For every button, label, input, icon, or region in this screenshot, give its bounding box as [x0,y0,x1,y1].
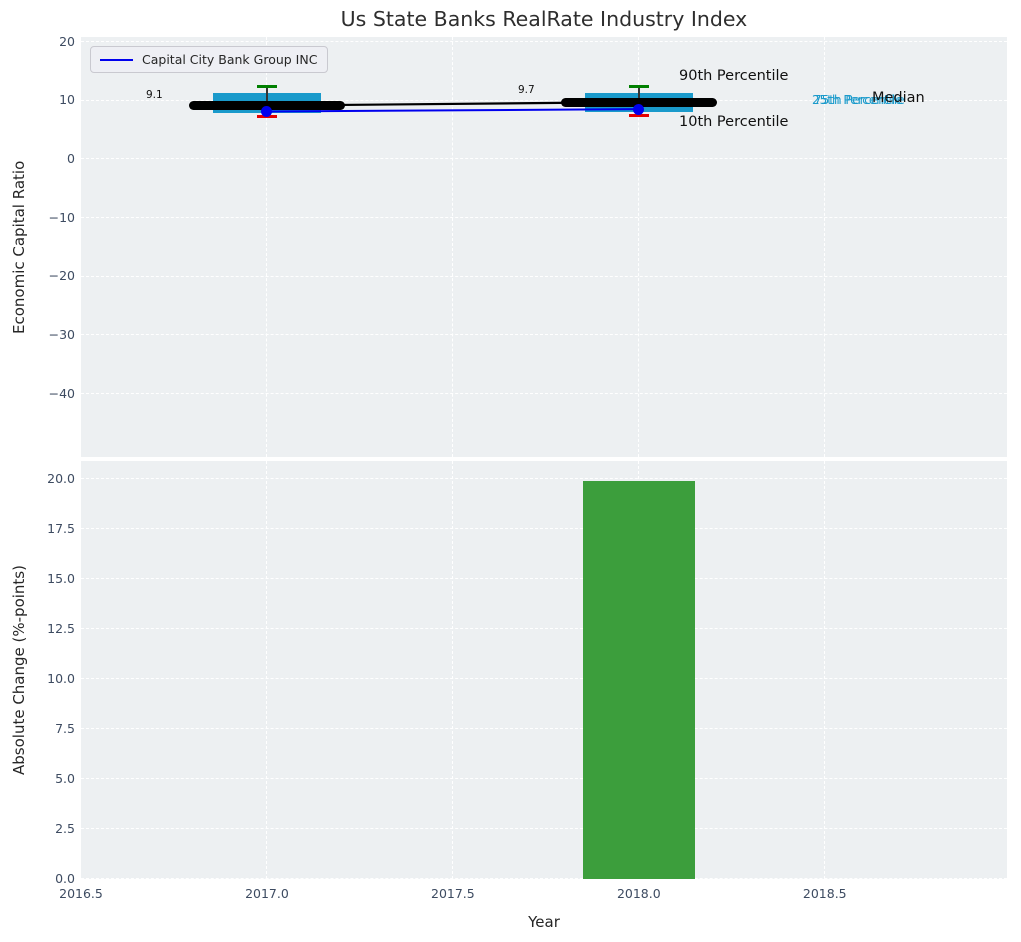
legend: Capital City Bank Group INC [90,46,329,73]
y-tick-label: 0.0 [55,871,75,886]
gridline-vertical [452,37,454,457]
gridline-horizontal [81,578,1007,580]
p25-annotation: 25th Percentile [812,93,903,107]
p90-annotation: 90th Percentile [679,68,789,84]
y-tick-label: 20.0 [47,471,75,486]
y-tick-label: −10 [48,209,75,225]
gridline-vertical [452,461,454,879]
median-annotation: Median [872,90,925,106]
y-tick-label: −40 [48,385,75,401]
p10-cap-2018 [628,113,649,117]
p90-cap-2017 [256,84,277,88]
median-value-label-2017: 9.1 [146,89,163,101]
legend-line-sample [100,58,133,61]
gridline-horizontal [81,778,1007,780]
y-tick-label: 0 [67,151,75,166]
x-tick-label: 2017.5 [431,886,475,901]
company-point-2017 [261,105,273,117]
median-value-label-2018: 9.7 [518,84,535,96]
median-bar-2017 [188,101,346,111]
x-axis-label: Year [528,913,560,931]
bottom-plot-area [81,461,1007,879]
gridline-horizontal [81,878,1007,879]
y-tick-label: 5.0 [55,771,75,786]
gridline-vertical [824,461,826,879]
x-tick-label: 2016.5 [59,886,103,901]
y-tick-label: 7.5 [55,721,75,736]
gridline-horizontal [81,216,1007,218]
gridline-horizontal [81,392,1007,394]
y-tick-label: 10 [59,92,75,108]
x-tick-label: 2018.0 [616,886,661,901]
legend-label: Capital City Bank Group INC [142,52,318,67]
gridline-horizontal [81,478,1007,480]
change-bar-2018 [583,481,695,879]
median-bar-2018 [560,97,717,107]
gridline-horizontal [81,334,1007,336]
top-plot-area: Capital City Bank Group INC [81,37,1007,457]
y-tick-label: 17.5 [47,521,75,536]
p10-annotation: 10th Percentile [679,114,789,130]
gridline-horizontal [81,828,1007,830]
gridline-horizontal [81,158,1007,160]
y-tick-label: 12.5 [47,621,75,636]
p75-annotation: 75th Percentile [814,93,905,107]
gridline-horizontal [81,99,1007,101]
gridline-horizontal [81,275,1007,277]
gridline-vertical [266,461,268,879]
gridline-horizontal [81,678,1007,680]
gridline-vertical [266,37,268,457]
gridline-vertical [824,37,826,457]
gridline-horizontal [81,728,1007,730]
y-tick-label: −20 [48,268,75,284]
gridline-horizontal [81,528,1007,530]
y-tick-label: −30 [48,326,75,342]
y-tick-label: 15.0 [47,571,75,586]
gridline-horizontal [81,40,1007,42]
gridline-vertical [638,37,640,457]
y-tick-label: 10.0 [47,671,75,686]
p90-cap-2018 [628,84,649,88]
x-tick-label: 2018.5 [802,886,847,901]
y-tick-label: 2.5 [55,821,75,836]
y-tick-label: 20 [59,33,75,49]
gridline-horizontal [81,628,1007,630]
chart-title: Us State Banks RealRate Industry Index [340,7,748,31]
x-tick-label: 2017.0 [245,886,289,901]
company-point-2018 [633,103,645,115]
